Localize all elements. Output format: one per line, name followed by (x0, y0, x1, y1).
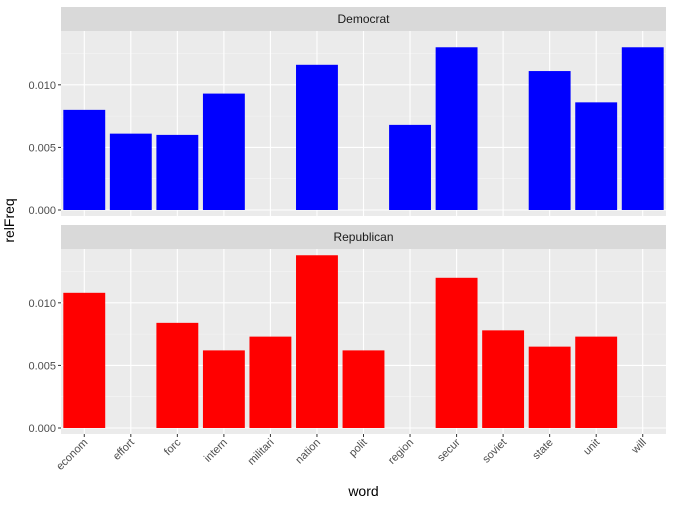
facet-strip (61, 7, 666, 31)
y-tick-label: 0.000 (28, 423, 56, 435)
x-tick-label: will (629, 437, 649, 457)
bar-democrat-secur (435, 47, 478, 210)
panel-republican: Republican 0.000 0.005 0.010 (28, 225, 666, 435)
facet-strip-label: Republican (333, 230, 393, 244)
panel-democrat: Democrat 0.000 0.005 0.010 (28, 7, 666, 217)
bar-democrat-effort (109, 133, 152, 210)
facet-strip-label: Democrat (337, 12, 390, 26)
bar-republican-polit (342, 350, 385, 428)
bar-democrat-forc (156, 134, 199, 210)
x-tick-label: econom (54, 437, 90, 473)
bar-republican-militari (249, 336, 292, 428)
bar-republican-nation (296, 255, 338, 428)
x-tick-label: soviet (480, 437, 509, 466)
bar-democrat-econom (63, 109, 106, 210)
y-tick-label: 0.005 (28, 142, 56, 154)
bar-republican-forc (156, 322, 199, 428)
bar-republican-state (528, 346, 571, 428)
x-tick-label: unit (581, 437, 602, 458)
x-tick-label: intern (202, 437, 230, 465)
x-axis: econom effort forc intern militari nation poli… (54, 434, 649, 473)
y-tick-label: 0.005 (28, 360, 56, 372)
facet-strip (61, 225, 666, 249)
x-tick-label: secur (435, 436, 463, 464)
bar-democrat-region (389, 124, 431, 210)
bar-republican-intern (202, 350, 245, 428)
y-tick-label: 0.000 (28, 205, 56, 217)
bar-republican-secur (435, 277, 478, 428)
x-axis-title: word (347, 483, 378, 499)
x-tick-label: forc (162, 436, 184, 458)
y-tick-label: 0.010 (28, 298, 56, 310)
x-tick-label: effort (111, 437, 137, 463)
bar-democrat-unit (575, 102, 618, 210)
x-tick-label: region (386, 437, 416, 467)
bar-democrat-will (621, 47, 664, 210)
bar-republican-econom (63, 292, 106, 428)
x-tick-label: state (530, 437, 555, 462)
bar-democrat-intern (202, 93, 245, 210)
x-tick-label: militari (246, 437, 277, 468)
x-tick-label: polit (347, 437, 370, 460)
x-tick-label: nation (293, 437, 323, 467)
bar-democrat-state (528, 71, 571, 211)
y-axis-title: relFreq (1, 198, 17, 242)
panels-layer: Democrat 0.000 0.005 0.010 Republican 0.000 0.… (28, 7, 666, 435)
y-tick-label: 0.010 (28, 80, 56, 92)
bar-democrat-nation (296, 64, 338, 210)
bar-republican-unit (575, 336, 618, 428)
bar-republican-soviet (482, 330, 525, 428)
